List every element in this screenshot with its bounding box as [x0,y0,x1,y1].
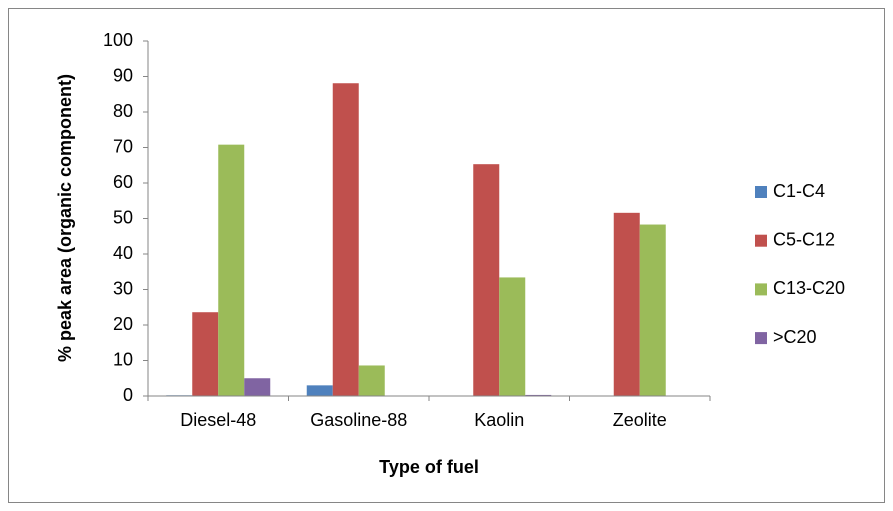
x-tick-label: Zeolite [613,410,667,430]
x-tick-label: Diesel-48 [180,410,256,430]
y-axis-title: % peak area (organic component) [55,74,75,362]
legend-swatch [755,332,767,345]
y-tick-label: 60 [113,172,133,192]
y-tick-label: 10 [113,349,133,369]
legend-swatch [755,234,767,247]
x-axis-title: Type of fuel [379,457,479,477]
y-tick-label: 80 [113,101,133,121]
legend-label: C1-C4 [773,181,825,201]
y-tick-label: 100 [103,30,133,50]
bar [306,385,333,396]
y-tick-label: 0 [123,385,133,405]
y-tick-label: 90 [113,65,133,85]
bar [192,312,219,396]
x-tick-label: Gasoline-88 [310,410,407,430]
legend-swatch [755,186,767,198]
bar [525,394,552,396]
legend-label: >C20 [773,327,817,347]
y-tick-label: 30 [113,278,133,298]
bar [218,144,245,396]
bar [244,378,271,396]
bar [332,83,359,397]
legend-swatch [755,283,767,296]
x-tick-label: Kaolin [474,410,524,430]
chart-frame [8,8,885,503]
bar [639,224,666,396]
y-tick-label: 70 [113,136,133,156]
bar [473,164,500,396]
y-tick-label: 50 [113,207,133,227]
y-tick-label: 40 [113,243,133,263]
legend-label: C5-C12 [773,229,835,249]
bar [358,365,385,396]
bar [613,212,640,396]
bar [499,277,526,396]
legend-label: C13-C20 [773,278,845,298]
y-tick-label: 20 [113,314,133,334]
